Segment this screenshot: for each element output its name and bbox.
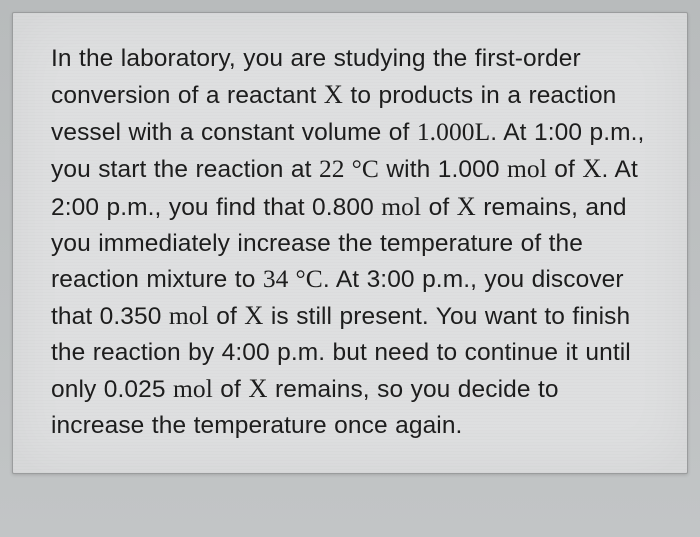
text-segment: with 1.000	[379, 156, 507, 183]
temp1-value: 22	[319, 154, 352, 183]
page-frame: In the laboratory, you are studying the …	[0, 0, 700, 537]
temp2-unit: °C	[295, 264, 322, 293]
text-segment: of	[213, 376, 248, 403]
reactant-symbol: X	[457, 191, 476, 221]
reactant-symbol: X	[582, 153, 601, 183]
text-segment: of	[421, 194, 456, 221]
mol-unit: mol	[381, 192, 421, 221]
text-segment: of	[209, 303, 244, 330]
reactant-symbol: X	[324, 79, 343, 109]
mol-unit: mol	[169, 301, 209, 330]
problem-card: In the laboratory, you are studying the …	[12, 12, 688, 474]
mol-unit: mol	[507, 154, 547, 183]
temp2-value: 34	[263, 264, 296, 293]
mol-unit: mol	[173, 374, 213, 403]
reactant-symbol: X	[244, 300, 263, 330]
problem-paragraph: In the laboratory, you are studying the …	[51, 41, 653, 443]
temp1-unit: °C	[352, 154, 379, 183]
reactant-symbol: X	[248, 373, 267, 403]
text-segment: of	[547, 156, 582, 183]
volume-value: 1.000L	[417, 117, 490, 146]
